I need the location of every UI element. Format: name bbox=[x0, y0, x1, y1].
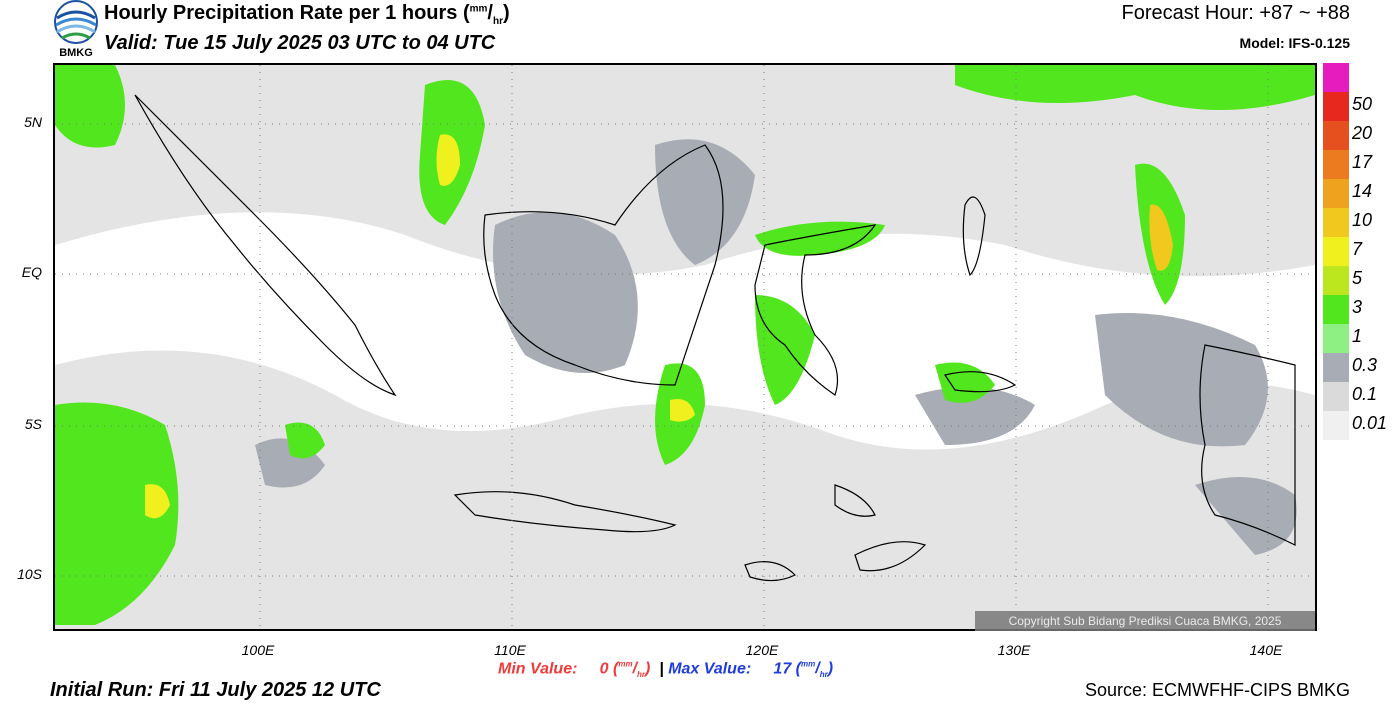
legend-swatch bbox=[1323, 295, 1349, 324]
legend-label: 20 bbox=[1352, 123, 1373, 143]
max-value: 17 bbox=[773, 660, 792, 678]
lat-label: EQ bbox=[21, 264, 42, 280]
lon-label: 130E bbox=[997, 642, 1031, 658]
model-name: Model: IFS-0.125 bbox=[1239, 35, 1350, 51]
legend-swatch bbox=[1323, 92, 1349, 121]
legend-label: 50 bbox=[1352, 94, 1373, 114]
lat-label: 5S bbox=[24, 416, 42, 432]
min-label: Min Value: bbox=[498, 660, 578, 678]
legend-swatch bbox=[1323, 237, 1349, 266]
lon-label: 110E bbox=[494, 642, 526, 658]
copyright-notice: Copyright Sub Bidang Prediksi Cuaca BMKG… bbox=[975, 611, 1315, 631]
max-label: Max Value: bbox=[668, 660, 752, 678]
min-max-values: Min Value: 0 (mm/hr) | Max Value: 17 (mm… bbox=[498, 660, 834, 680]
lon-label: 120E bbox=[745, 642, 779, 658]
lat-label: 5N bbox=[24, 114, 42, 130]
legend-swatch bbox=[1323, 353, 1349, 382]
legend-swatch bbox=[1323, 324, 1349, 353]
legend-label: 1 bbox=[1352, 326, 1363, 346]
legend-swatch bbox=[1323, 411, 1349, 440]
lat-label: 10S bbox=[17, 566, 42, 582]
peak-rain-areas bbox=[145, 134, 1173, 519]
legend-label: 0.3 bbox=[1352, 355, 1378, 375]
graticule bbox=[55, 65, 1315, 629]
legend-label: 5 bbox=[1352, 268, 1363, 288]
coastlines bbox=[134, 94, 1296, 582]
logo-text: BMKG bbox=[59, 47, 93, 59]
legend-label: 0.1 bbox=[1352, 384, 1378, 404]
lon-label: 100E bbox=[241, 642, 275, 658]
legend-swatch bbox=[1323, 63, 1349, 92]
data-source: Source: ECMWFHF-CIPS BMKG bbox=[1084, 680, 1350, 700]
chart-title: Hourly Precipitation Rate per 1 hours (m… bbox=[104, 2, 510, 27]
legend-label: 0.01 bbox=[1352, 413, 1388, 433]
precipitation-map bbox=[53, 63, 1317, 631]
legend-swatch bbox=[1323, 208, 1349, 237]
forecast-hour: Forecast Hour: +87 ~ +88 bbox=[1121, 2, 1350, 24]
legend-label: 10 bbox=[1352, 210, 1373, 230]
separator: | bbox=[659, 660, 664, 678]
lon-label: 140E bbox=[1249, 642, 1283, 658]
legend-label: 14 bbox=[1352, 181, 1373, 201]
legend-swatch bbox=[1323, 150, 1349, 179]
legend-swatch bbox=[1323, 266, 1349, 295]
min-value: 0 bbox=[599, 660, 609, 678]
valid-time: Valid: Tue 15 July 2025 03 UTC to 04 UTC bbox=[104, 32, 496, 54]
legend-label: 17 bbox=[1352, 152, 1373, 172]
map-canvas bbox=[55, 65, 1315, 629]
legend-swatch bbox=[1323, 382, 1349, 411]
legend-label: 7 bbox=[1352, 239, 1363, 259]
legend-swatch bbox=[1323, 179, 1349, 208]
initial-run: Initial Run: Fri 11 July 2025 12 UTC bbox=[50, 679, 381, 701]
legend-label: 3 bbox=[1352, 297, 1363, 317]
legend-swatch bbox=[1323, 121, 1349, 150]
color-legend bbox=[1323, 63, 1349, 440]
bmkg-logo bbox=[54, 0, 98, 44]
